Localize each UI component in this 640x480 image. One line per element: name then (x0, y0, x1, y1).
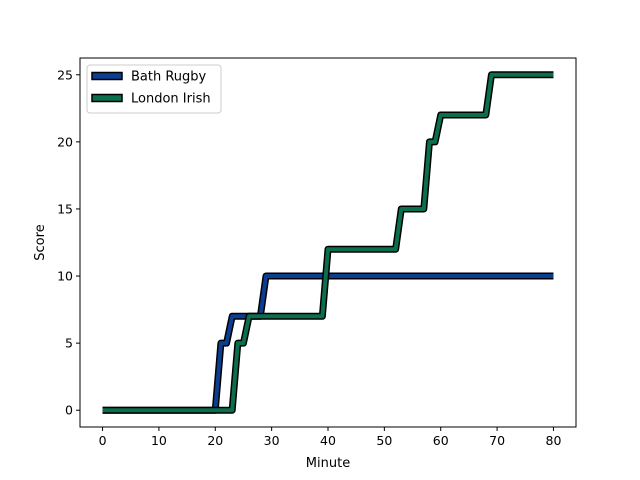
y-tick-label: 15 (57, 201, 73, 216)
legend-label: London Irish (131, 92, 211, 107)
series-0 (102, 272, 554, 414)
series-1 (102, 71, 554, 414)
legend-swatch (91, 71, 123, 81)
y-tick-label: 10 (57, 269, 73, 284)
x-tick-label: 20 (207, 433, 223, 448)
x-tick-label: 60 (433, 433, 449, 448)
y-tick-label: 0 (65, 403, 73, 418)
x-tick-label: 30 (264, 433, 280, 448)
y-tick-label: 5 (65, 336, 73, 351)
legend-swatch (91, 93, 123, 103)
x-tick-label: 40 (320, 433, 336, 448)
legend-label: Bath Rugby (131, 70, 207, 85)
x-axis-ticks: 0 10 20 30 40 50 60 70 80 (99, 427, 562, 448)
x-tick-label: 80 (546, 433, 562, 448)
y-axis-label: Score (33, 224, 48, 260)
series-line (102, 274, 554, 413)
series-line (102, 72, 554, 413)
y-axis-ticks: 0 5 10 15 20 25 (57, 67, 80, 418)
legend: Bath Rugby London Irish (86, 64, 222, 114)
x-axis-label: Minute (306, 456, 350, 471)
series-layer (102, 71, 554, 414)
x-tick-label: 10 (151, 433, 167, 448)
y-tick-label: 20 (57, 134, 73, 149)
x-tick-label: 0 (99, 433, 107, 448)
x-tick-label: 50 (376, 433, 392, 448)
series-line-outline (102, 272, 554, 414)
series-line-outline (102, 71, 554, 414)
y-tick-label: 25 (57, 67, 73, 82)
x-tick-label: 70 (489, 433, 505, 448)
